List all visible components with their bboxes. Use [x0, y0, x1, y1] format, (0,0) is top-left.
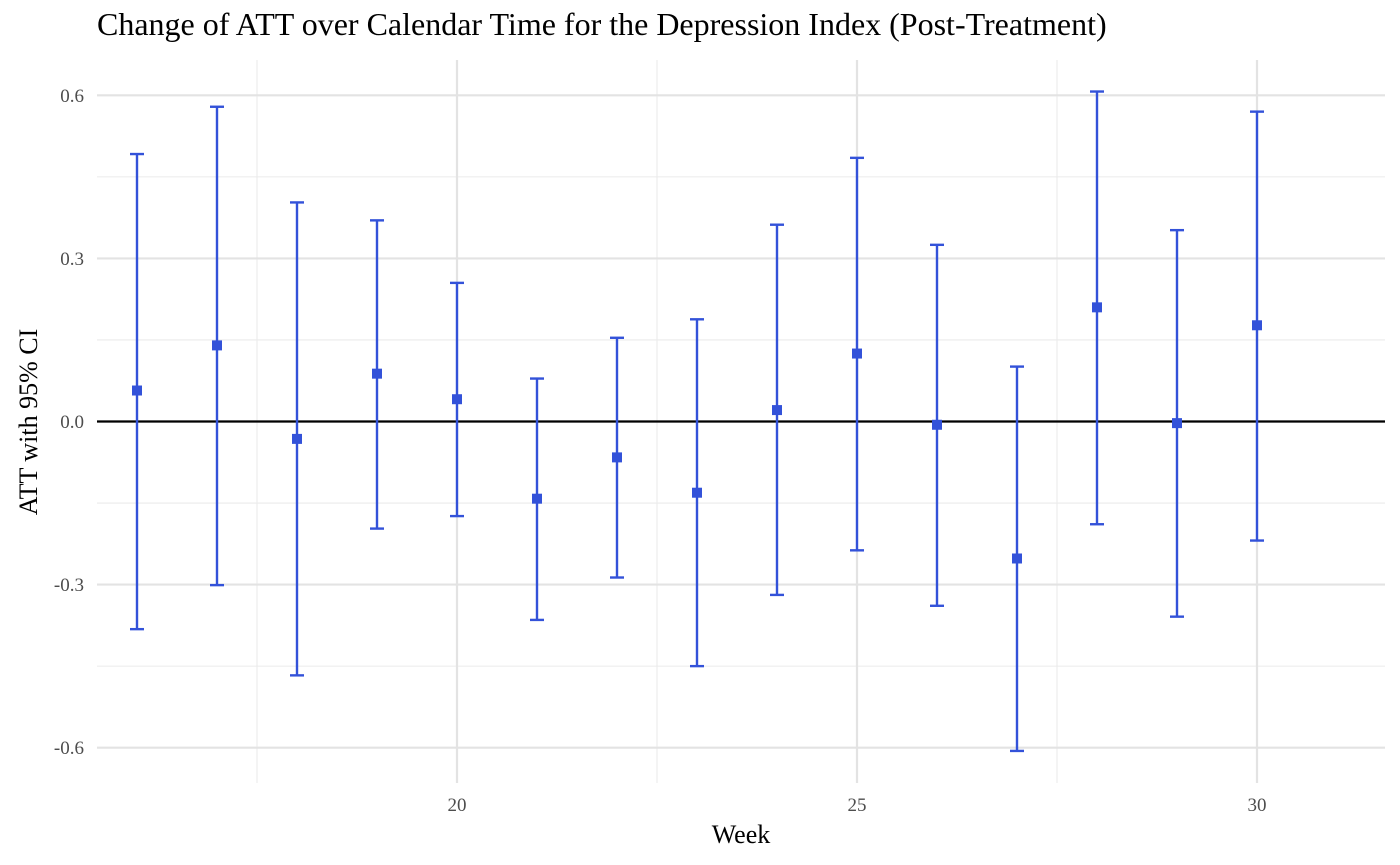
- x-tick-label: 20: [448, 795, 467, 816]
- errorbar-week-20: [450, 281, 464, 518]
- att-point: [612, 452, 622, 463]
- att-point: [1252, 320, 1262, 331]
- chart-title: Change of ATT over Calendar Time for the…: [97, 6, 1107, 42]
- att-point: [292, 433, 302, 444]
- x-axis-title: Week: [712, 820, 771, 849]
- x-tick-label: 25: [848, 795, 867, 816]
- errorbar-week-28: [1090, 90, 1104, 526]
- data-marks: [130, 90, 1264, 753]
- y-tick-label: -0.3: [54, 575, 84, 596]
- att-point: [372, 368, 382, 379]
- att-point: [1092, 302, 1102, 313]
- errorbar-week-25: [850, 156, 864, 552]
- att-point: [1172, 418, 1182, 429]
- att-point: [1012, 553, 1022, 564]
- att-point: [932, 419, 942, 430]
- errorbar-week-19: [370, 219, 384, 530]
- y-tick-labels: -0.6 -0.3 0.0 0.3 0.6: [54, 86, 84, 759]
- y-tick-label: 0.0: [60, 412, 84, 433]
- errorbar-week-26: [930, 243, 944, 607]
- errorbar-week-23: [690, 318, 704, 668]
- y-tick-label: -0.6: [54, 738, 84, 759]
- att-point: [852, 348, 862, 359]
- x-tick-labels: 20 25 30: [448, 795, 1267, 816]
- att-point: [692, 487, 702, 498]
- att-point: [452, 394, 462, 405]
- errorbar-week-17: [210, 105, 224, 587]
- att-point: [132, 385, 142, 396]
- y-axis-title: ATT with 95% CI: [14, 329, 43, 516]
- errorbar-week-22: [610, 336, 624, 579]
- errorbar-week-29: [1170, 228, 1184, 618]
- x-tick-label: 30: [1248, 795, 1267, 816]
- att-point: [212, 340, 222, 351]
- y-tick-label: 0.6: [60, 86, 84, 107]
- y-tick-label: 0.3: [60, 249, 84, 270]
- errorbar-week-16: [130, 152, 144, 631]
- errorbar-week-21: [530, 377, 544, 622]
- errorbar-week-18: [290, 201, 304, 677]
- errorbar-week-24: [770, 223, 784, 597]
- att-point: [532, 493, 542, 504]
- errorbar-week-27: [1010, 365, 1024, 753]
- errorbar-week-30: [1250, 110, 1264, 542]
- att-point: [772, 405, 782, 416]
